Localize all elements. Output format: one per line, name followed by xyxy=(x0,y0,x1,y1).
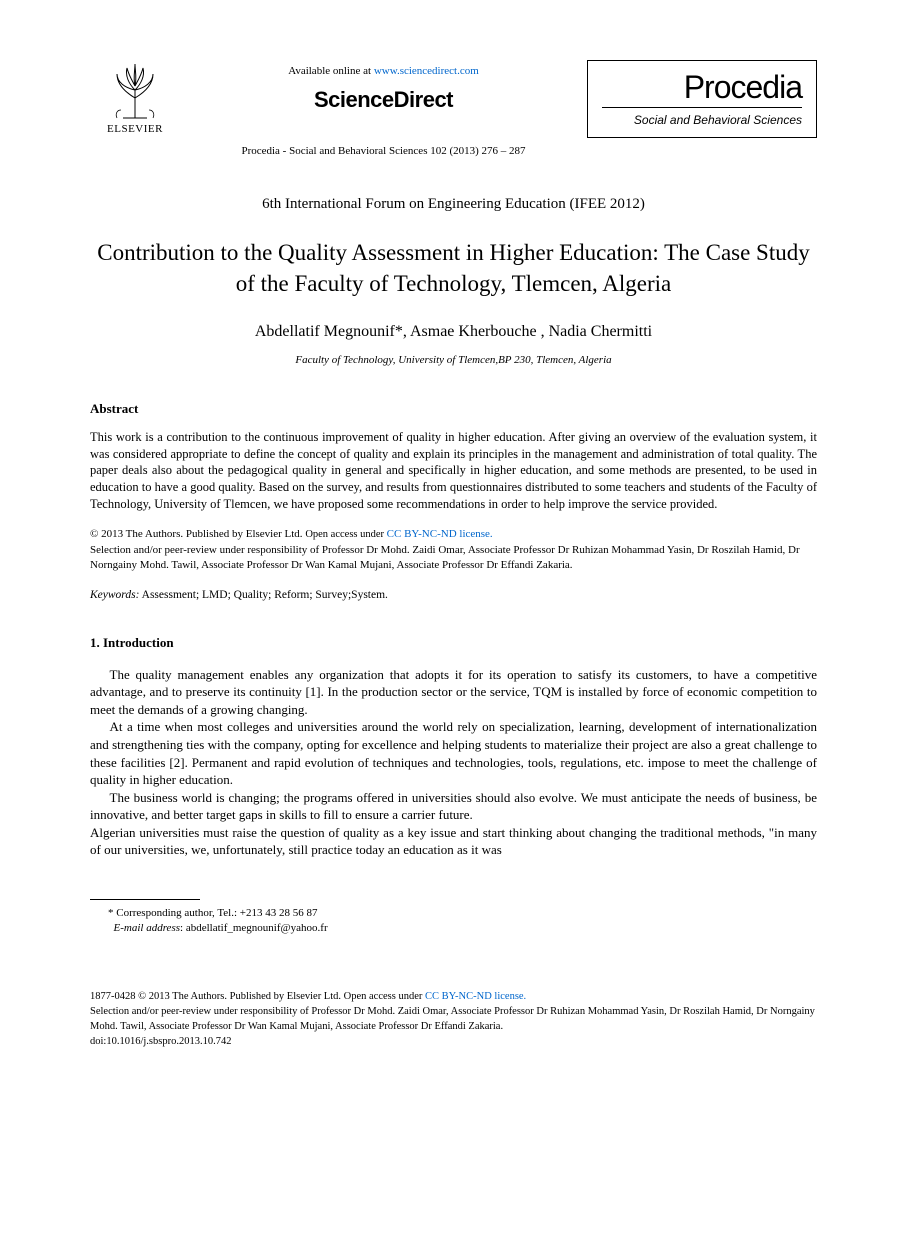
bottom-copyright-block: 1877-0428 © 2013 The Authors. Published … xyxy=(90,989,817,1050)
copyright-block: © 2013 The Authors. Published by Elsevie… xyxy=(90,527,817,573)
footnote-separator xyxy=(90,899,200,900)
keywords-text: Assessment; LMD; Quality; Reform; Survey… xyxy=(139,589,388,601)
doi: doi:10.1016/j.sbspro.2013.10.742 xyxy=(90,1036,231,1047)
sciencedirect-wordmark: ScienceDirect xyxy=(180,85,587,116)
intro-para-2: At a time when most colleges and univers… xyxy=(90,718,817,788)
corresponding-author: Corresponding author, Tel.: +213 43 28 5… xyxy=(116,907,317,919)
procedia-subtitle: Social and Behavioral Sciences xyxy=(602,107,802,129)
available-online: Available online at www.sciencedirect.co… xyxy=(180,64,587,79)
keywords-line: Keywords: Assessment; LMD; Quality; Refo… xyxy=(90,587,817,603)
email-address: : abdellatif_megnounif@yahoo.fr xyxy=(180,922,328,934)
paper-title: Contribution to the Quality Assessment i… xyxy=(90,237,817,299)
corresponding-author-footnote: * Corresponding author, Tel.: +213 43 28… xyxy=(90,906,817,937)
header-center: Available online at www.sciencedirect.co… xyxy=(180,60,587,160)
license-link[interactable]: CC BY-NC-ND license. xyxy=(387,528,493,540)
bottom-peer-review: Selection and/or peer-review under respo… xyxy=(90,1006,815,1032)
introduction-heading: 1. Introduction xyxy=(90,634,817,652)
abstract-text: This work is a contribution to the conti… xyxy=(90,429,817,513)
bottom-open: Open access under xyxy=(344,991,425,1002)
intro-para-3: The business world is changing; the prog… xyxy=(90,789,817,824)
keywords-label: Keywords: xyxy=(90,589,139,601)
elsevier-logo-block: ELSEVIER xyxy=(90,60,180,137)
bottom-license-link[interactable]: CC BY-NC-ND license. xyxy=(425,991,526,1002)
intro-para-4: Algerian universities must raise the que… xyxy=(90,824,817,859)
issn-copyright: 1877-0428 © 2013 The Authors. Published … xyxy=(90,991,344,1002)
header-row: ELSEVIER Available online at www.science… xyxy=(90,60,817,160)
intro-para-1: The quality management enables any organ… xyxy=(90,666,817,719)
available-prefix: Available online at xyxy=(288,65,374,77)
sciencedirect-url-link[interactable]: www.sciencedirect.com xyxy=(374,65,479,77)
procedia-box: Procedia Social and Behavioral Sciences xyxy=(587,60,817,138)
copyright-line1-pre: © 2013 The Authors. Published by Elsevie… xyxy=(90,528,305,540)
email-label: E-mail address xyxy=(114,922,181,934)
conference-name: 6th International Forum on Engineering E… xyxy=(90,194,817,215)
copyright-open: Open access under xyxy=(305,529,386,540)
journal-reference: Procedia - Social and Behavioral Science… xyxy=(180,144,587,159)
procedia-title: Procedia xyxy=(602,71,802,103)
copyright-line2: Selection and/or peer-review under respo… xyxy=(90,544,800,571)
elsevier-tree-icon xyxy=(105,60,165,120)
abstract-heading: Abstract xyxy=(90,400,817,418)
affiliation: Faculty of Technology, University of Tle… xyxy=(90,353,817,368)
elsevier-label: ELSEVIER xyxy=(107,122,163,137)
authors: Abdellatif Megnounif*, Asmae Kherbouche … xyxy=(90,321,817,343)
